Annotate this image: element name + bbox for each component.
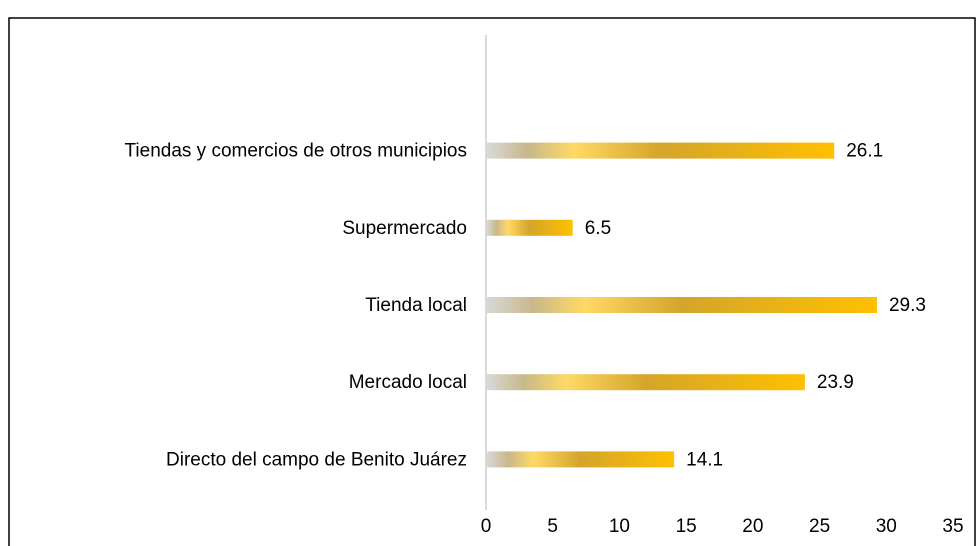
bar xyxy=(486,219,573,236)
value-label: 29.3 xyxy=(889,295,926,316)
value-label: 14.1 xyxy=(686,449,723,470)
x-tick-label: 25 xyxy=(809,516,830,537)
x-tick-label: 30 xyxy=(876,516,897,537)
bar xyxy=(486,374,805,391)
y-tick-label: Mercado local xyxy=(349,372,467,393)
x-tick-label: 0 xyxy=(481,516,492,537)
y-tick-label: Supermercado xyxy=(342,218,467,239)
y-tick-label: Directo del campo de Benito Juárez xyxy=(166,449,467,470)
x-tick-label: 35 xyxy=(942,516,963,537)
value-label: 26.1 xyxy=(846,141,883,162)
y-tick-label: Tiendas y comercios de otros municipios xyxy=(125,141,468,162)
frame xyxy=(8,17,976,546)
y-tick-label: Tienda local xyxy=(365,295,467,316)
bar xyxy=(486,297,877,313)
x-tick-label: 20 xyxy=(742,516,763,537)
value-label: 23.9 xyxy=(817,372,854,393)
x-tick-label: 15 xyxy=(676,516,697,537)
x-tick-label: 10 xyxy=(609,516,630,537)
bar xyxy=(486,451,675,468)
x-tick-label: 5 xyxy=(547,516,558,537)
value-label: 6.5 xyxy=(585,218,611,239)
bar xyxy=(486,142,835,159)
